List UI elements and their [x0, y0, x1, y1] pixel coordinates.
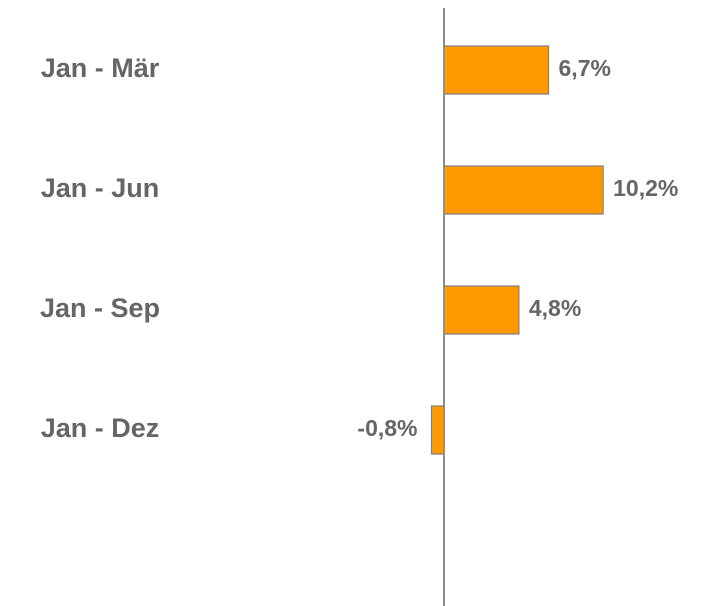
- value-label: 4,8%: [529, 295, 581, 321]
- value-label: 6,7%: [559, 55, 611, 81]
- value-label: -0,8%: [357, 415, 417, 441]
- value-label: 10,2%: [613, 175, 678, 201]
- category-label: Jan - Mär: [41, 53, 160, 83]
- category-label: Jan - Jun: [41, 173, 160, 203]
- bar: [443, 285, 520, 335]
- bar: [443, 165, 604, 215]
- category-label: Jan - Sep: [40, 293, 160, 323]
- bar: [443, 45, 550, 95]
- category-label: Jan - Dez: [41, 413, 160, 443]
- bar: [430, 405, 445, 455]
